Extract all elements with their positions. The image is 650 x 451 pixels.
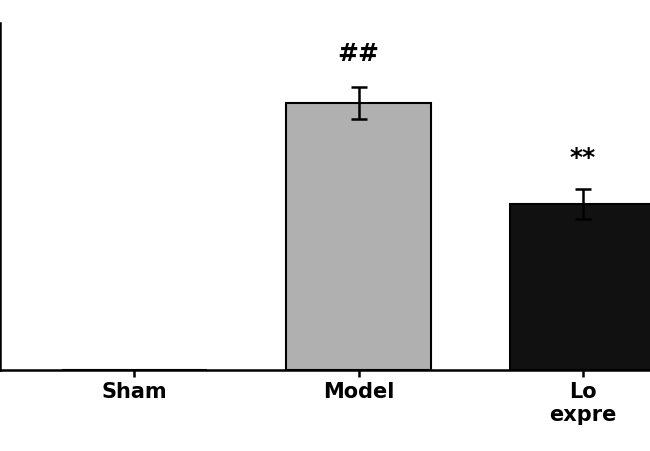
Text: ##: ## (337, 42, 380, 66)
Bar (286, 103, 432, 370)
Bar (510, 204, 650, 370)
Text: **: ** (569, 146, 596, 170)
